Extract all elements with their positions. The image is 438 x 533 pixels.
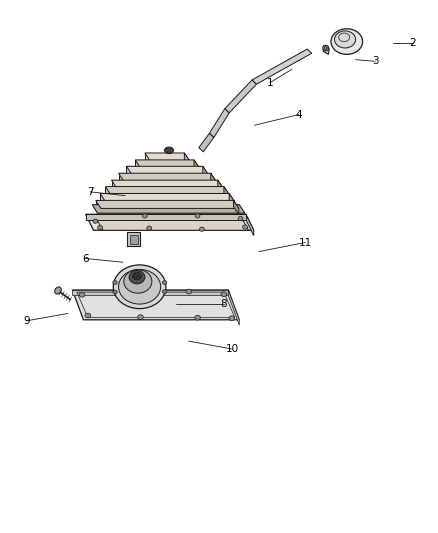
Ellipse shape [118,269,160,304]
Text: 6: 6 [82,254,89,263]
Ellipse shape [162,280,166,285]
Ellipse shape [132,272,141,280]
Ellipse shape [129,270,145,284]
Polygon shape [95,200,233,207]
Polygon shape [118,173,215,181]
Polygon shape [224,80,256,113]
Ellipse shape [164,147,173,154]
Polygon shape [85,214,245,220]
Polygon shape [105,187,229,195]
Text: 3: 3 [371,56,378,66]
Ellipse shape [142,214,147,218]
Ellipse shape [334,31,355,48]
Polygon shape [72,290,239,320]
Polygon shape [198,133,213,152]
Ellipse shape [186,289,191,294]
Polygon shape [130,235,138,244]
Ellipse shape [237,216,243,221]
Ellipse shape [220,292,226,296]
Ellipse shape [138,314,143,320]
Polygon shape [194,160,199,174]
Polygon shape [126,166,202,173]
Ellipse shape [194,214,200,218]
Polygon shape [145,153,189,161]
Ellipse shape [162,290,166,293]
Text: 10: 10 [226,344,239,354]
Ellipse shape [93,219,98,223]
Polygon shape [100,193,229,200]
Text: 9: 9 [23,316,30,326]
Ellipse shape [199,227,204,231]
Polygon shape [202,166,208,181]
Ellipse shape [194,315,200,320]
Ellipse shape [85,313,91,318]
Polygon shape [223,187,229,201]
Polygon shape [105,187,223,193]
Ellipse shape [146,226,152,230]
Text: 4: 4 [294,110,301,119]
Text: 7: 7 [86,187,93,197]
Ellipse shape [330,29,362,54]
Polygon shape [127,232,140,246]
Polygon shape [92,205,244,213]
Polygon shape [100,193,234,201]
Polygon shape [210,173,215,188]
Ellipse shape [97,225,102,230]
Polygon shape [228,290,239,325]
Ellipse shape [229,316,234,321]
Polygon shape [135,160,199,168]
Ellipse shape [113,265,166,309]
Ellipse shape [113,290,117,294]
Ellipse shape [113,280,117,285]
Polygon shape [217,180,223,195]
Ellipse shape [79,292,85,297]
Polygon shape [118,173,210,180]
Ellipse shape [129,289,134,294]
Polygon shape [126,166,208,174]
Polygon shape [135,160,194,166]
Polygon shape [111,180,223,188]
Polygon shape [85,214,253,230]
Polygon shape [145,153,184,160]
Ellipse shape [124,270,152,293]
Text: 1: 1 [266,78,273,87]
Polygon shape [95,200,238,208]
Text: 11: 11 [298,238,311,247]
Polygon shape [111,180,217,187]
Ellipse shape [55,287,61,294]
Polygon shape [184,153,189,168]
Text: 8: 8 [220,299,227,309]
Polygon shape [209,109,229,138]
Polygon shape [322,45,328,54]
Polygon shape [245,214,253,236]
Text: 2: 2 [408,38,415,47]
Polygon shape [233,200,238,215]
Ellipse shape [322,45,328,51]
Polygon shape [95,217,248,230]
Polygon shape [251,49,311,84]
Polygon shape [229,193,234,208]
Ellipse shape [323,47,326,49]
Polygon shape [72,290,228,295]
Ellipse shape [242,225,247,229]
